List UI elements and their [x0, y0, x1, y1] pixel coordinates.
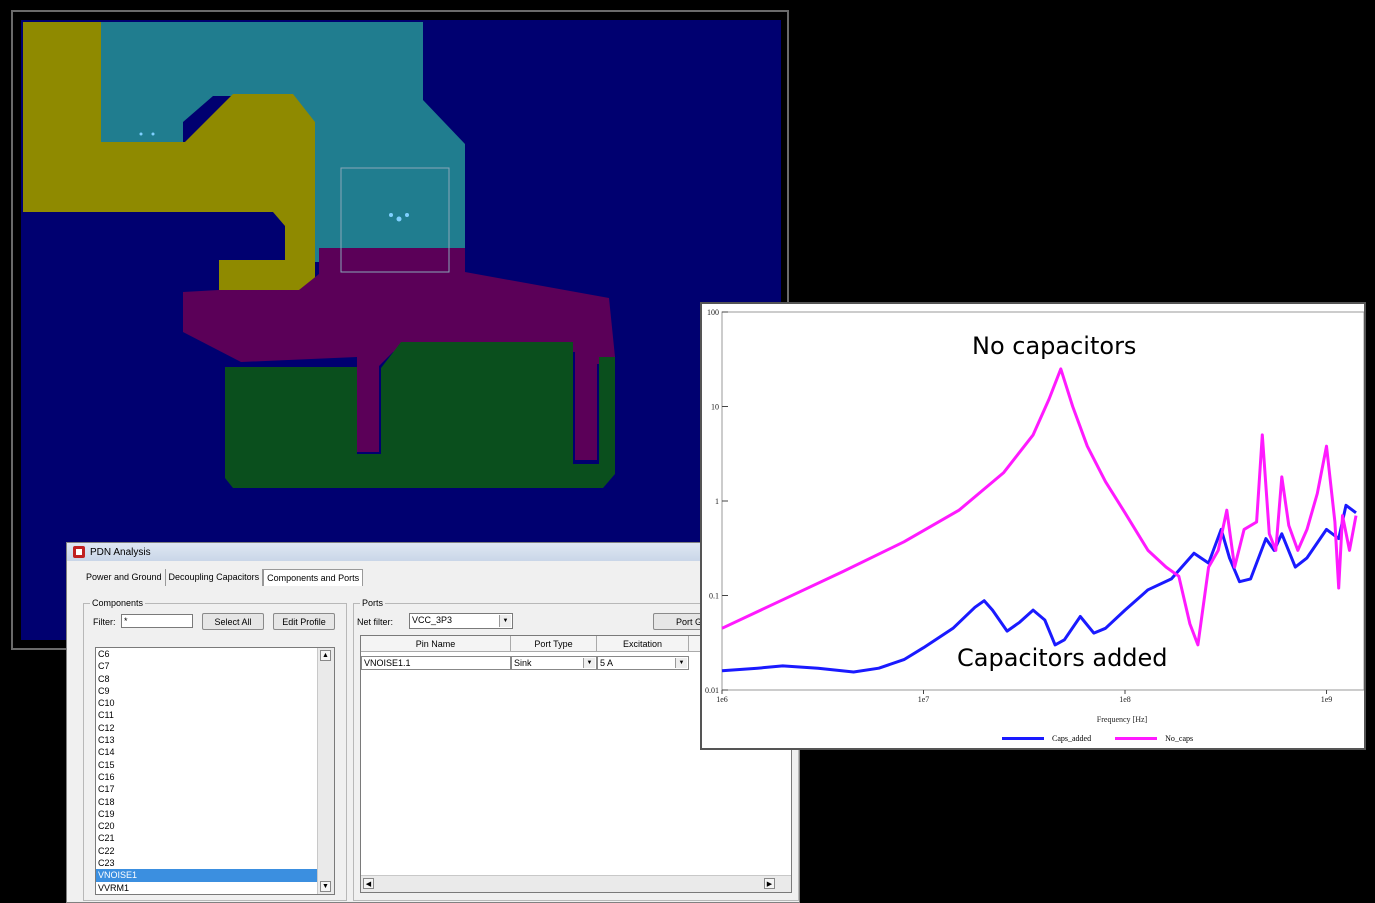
legend-swatch-caps-added	[1002, 737, 1044, 740]
tab-components-and-ports[interactable]: Components and Ports	[263, 569, 364, 586]
list-item[interactable]: C11	[98, 710, 114, 721]
pcb-layout-view[interactable]	[11, 10, 789, 650]
ports-hscrollbar[interactable]: ◀ ▶	[361, 875, 791, 892]
y-tick-label: 100	[707, 308, 719, 317]
series-line-no-caps	[721, 367, 1358, 647]
list-item[interactable]: C18	[98, 796, 115, 807]
list-item[interactable]: C8	[98, 673, 110, 684]
ports-group-label: Ports	[360, 598, 386, 608]
ports-group: Ports	[353, 598, 799, 901]
chevron-down-icon[interactable]: ▼	[499, 615, 511, 627]
column-header-excitation[interactable]: Excitation	[597, 636, 689, 652]
green-plane-region[interactable]	[225, 342, 615, 488]
list-item[interactable]: C6	[98, 649, 110, 659]
y-tick-label: 0.01	[705, 686, 719, 695]
scroll-left-icon[interactable]: ◀	[363, 878, 374, 889]
pdn-analysis-dialog: PDN Analysis Power and Ground Decoupling…	[66, 542, 800, 903]
series-line-caps-added	[721, 503, 1357, 674]
net-filter-label: Net filter:	[357, 617, 394, 627]
impedance-chart: 1e6 1e7 1e8 1e9 100 10 1 0.1 0.01 Frequency [Hz…	[705, 308, 1365, 724]
scroll-down-icon[interactable]: ▼	[320, 881, 331, 892]
tab-bar: Power and Ground Decoupling Capacitors C…	[83, 569, 364, 586]
net-filter-value: VCC_3P3	[412, 615, 453, 625]
cell-port-type[interactable]: Sink ▼	[511, 656, 597, 670]
no-capacitors-annotation: No capacitors	[972, 332, 1137, 360]
legend-label-caps-added: Caps_added	[1052, 734, 1092, 743]
scroll-up-icon[interactable]: ▲	[320, 650, 331, 661]
edit-profile-button[interactable]: Edit Profile	[273, 613, 335, 630]
impedance-chart-window: 1e6 1e7 1e8 1e9 100 10 1 0.1 0.01 Frequency [Hz…	[700, 302, 1366, 750]
x-tick-label: 1e8	[1119, 695, 1131, 704]
legend-swatch-no-caps	[1115, 737, 1158, 740]
list-item[interactable]: C10	[98, 698, 115, 709]
y-tick-label: 0.1	[709, 592, 719, 601]
components-group: Components	[83, 598, 347, 901]
filter-input[interactable]: *	[121, 614, 193, 628]
list-item[interactable]: C7	[98, 661, 110, 672]
port-type-value: Sink	[514, 658, 532, 668]
x-tick-label: 1e6	[716, 695, 728, 704]
column-header-pin-name[interactable]: Pin Name	[361, 636, 511, 652]
list-item[interactable]: C17	[98, 784, 115, 795]
via-markers	[139, 132, 409, 222]
magenta-plane-region[interactable]	[183, 248, 615, 460]
list-item[interactable]: C19	[98, 808, 115, 819]
pcb-layout-canvas[interactable]	[13, 12, 789, 650]
net-filter-select[interactable]: VCC_3P3 ▼	[409, 613, 513, 629]
x-tick-label: 1e9	[1321, 695, 1333, 704]
list-item[interactable]: C15	[98, 759, 115, 770]
tab-power-and-ground[interactable]: Power and Ground	[83, 569, 166, 586]
list-item[interactable]: C14	[98, 747, 115, 758]
excitation-value: 5 A	[600, 658, 614, 668]
list-item[interactable]: C23	[98, 858, 115, 869]
filter-label: Filter:	[93, 617, 116, 627]
components-listbox[interactable]: C6 C7 C8 C9 C10 C11 C12 C13 C14 C15 C16 C17 C18 C19 C2…	[95, 647, 335, 895]
x-tick-labels: 1e6 1e7 1e8 1e9	[716, 690, 1332, 704]
dialog-title: PDN Analysis	[90, 546, 151, 558]
scroll-right-icon[interactable]: ▶	[764, 878, 775, 889]
y-tick-labels: 100 10 1 0.1 0.01	[705, 308, 728, 695]
chevron-down-icon[interactable]: ▼	[583, 658, 595, 668]
components-group-label: Components	[90, 598, 146, 608]
list-item[interactable]: C12	[98, 722, 115, 733]
components-list: C6 C7 C8 C9 C10 C11 C12 C13 C14 C15 C16 C17 C18 C19 C2…	[96, 648, 334, 894]
chevron-down-icon[interactable]: ▼	[675, 658, 687, 668]
cell-excitation[interactable]: 5 A ▼	[597, 656, 689, 670]
x-axis-label: Frequency [Hz]	[1097, 715, 1148, 724]
app-icon	[73, 546, 85, 558]
cell-pin-name[interactable]: VNOISE1.1	[361, 656, 511, 670]
x-tick-label: 1e7	[918, 695, 930, 704]
dialog-titlebar[interactable]: PDN Analysis	[67, 543, 799, 561]
cyan-plane-region[interactable]	[99, 22, 465, 262]
y-tick-label: 1	[715, 497, 719, 506]
tab-decoupling-capacitors[interactable]: Decoupling Capacitors	[166, 569, 264, 586]
capacitors-added-annotation: Capacitors added	[957, 644, 1168, 672]
list-item[interactable]: C22	[98, 845, 115, 856]
select-all-button[interactable]: Select All	[202, 613, 264, 630]
list-item[interactable]: VVRM1	[98, 882, 130, 893]
column-header-port-type[interactable]: Port Type	[511, 636, 597, 652]
y-tick-label: 10	[711, 403, 719, 412]
list-item[interactable]: C21	[98, 833, 115, 844]
legend-label-no-caps: No_caps	[1165, 734, 1194, 743]
list-item[interactable]: C9	[98, 685, 110, 696]
components-scrollbar[interactable]: ▲ ▼	[317, 648, 334, 894]
series-layer	[721, 367, 1358, 674]
selection-box	[340, 167, 450, 273]
chart-legend: Caps_added No_caps	[1002, 734, 1193, 743]
list-item[interactable]: C20	[98, 821, 115, 832]
list-item[interactable]: VNOISE1	[96, 869, 334, 882]
list-item[interactable]: C13	[98, 735, 115, 746]
yellow-plane-region[interactable]	[23, 22, 315, 290]
list-item[interactable]: C16	[98, 771, 115, 782]
